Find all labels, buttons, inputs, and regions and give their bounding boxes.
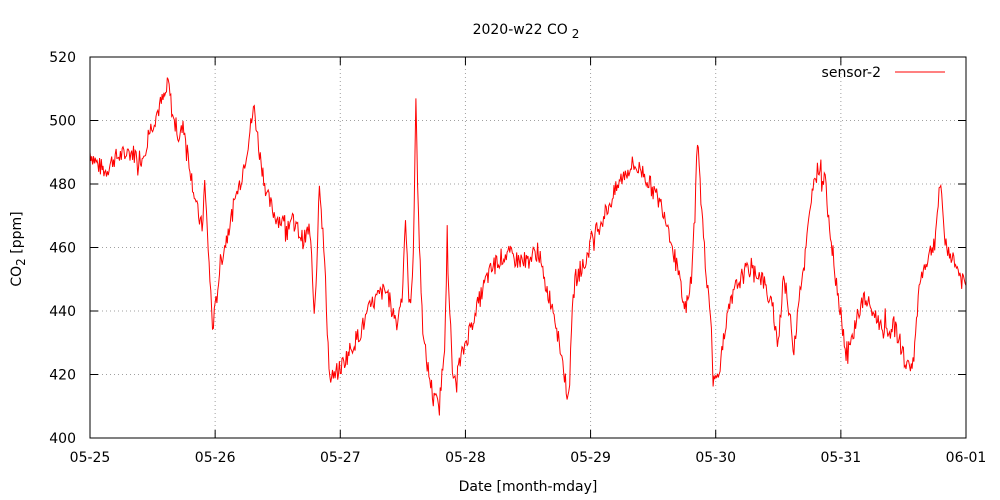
legend: sensor-2 [822, 65, 945, 81]
x-tick-label: 05-25 [70, 450, 111, 466]
y-axis-label-unit: [ppm] [9, 211, 25, 258]
x-tick-label: 05-31 [821, 450, 862, 466]
x-tick-label: 05-30 [695, 450, 736, 466]
x-tick-labels: 05-25 05-26 05-27 05-28 05-29 05-30 05-31 06-01 [70, 450, 987, 466]
x-tick-label: 05-28 [445, 450, 486, 466]
x-tick-label: 06-01 [946, 450, 987, 466]
y-tick-label: 440 [49, 304, 76, 320]
y-tick-label: 400 [49, 431, 76, 447]
legend-label-sensor-2: sensor-2 [822, 65, 881, 81]
chart-title: 2020-w22 CO 2 [473, 22, 580, 41]
y-axis-label: CO2 [ppm] [9, 211, 28, 286]
chart-title-sub: 2 [572, 27, 580, 41]
y-tick-label: 500 [49, 114, 76, 130]
plot-frame [89, 56, 967, 439]
y-tick-label: 520 [49, 50, 76, 66]
series-line-sensor-2 [89, 77, 967, 416]
x-tick-label: 05-26 [195, 450, 236, 466]
y-tick-label: 460 [49, 241, 76, 257]
y-axis-label-main: CO [9, 266, 25, 287]
y-tick-labels: 400 420 440 460 480 500 520 [49, 50, 76, 447]
x-tick-label: 05-27 [320, 450, 361, 466]
x-tick-label: 05-29 [570, 450, 611, 466]
chart-title-main: 2020-w22 CO [473, 22, 568, 38]
y-axis-label-sub: 2 [14, 258, 28, 266]
x-axis-label: Date [month-mday] [459, 479, 598, 495]
y-tick-label: 480 [49, 177, 76, 193]
y-tick-label: 420 [49, 368, 76, 384]
